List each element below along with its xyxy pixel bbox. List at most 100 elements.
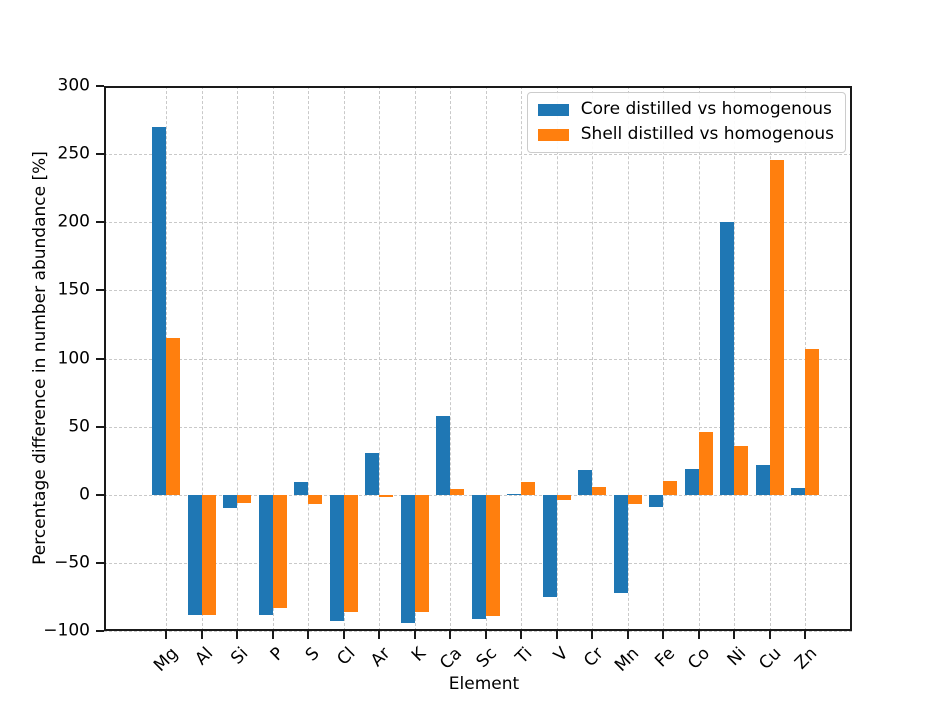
bar-shell-K: [414, 494, 429, 612]
gridline-x-Ti: [521, 86, 522, 631]
x-tick-mark-Mg: [165, 631, 167, 639]
gridline-y-300: [104, 86, 852, 87]
x-tick-label-Ca: Ca: [435, 643, 466, 674]
y-tick-label-100: 100: [57, 348, 90, 368]
bar-core-V: [542, 494, 557, 597]
bar-core-Si: [223, 494, 237, 509]
x-tick-mark-Ca: [449, 631, 451, 639]
gridline-y-150: [104, 290, 852, 292]
gridline-x-P: [272, 86, 274, 631]
y-tick-label--100: −100: [43, 620, 90, 641]
x-tick-label-V: V: [549, 643, 573, 666]
x-tick-label-Ni: Ni: [723, 643, 750, 671]
bar-core-Sc: [471, 494, 486, 619]
y-tick-label--50: −50: [54, 552, 90, 573]
x-tick-mark-Mn: [626, 631, 629, 639]
x-tick-label-Si: Si: [227, 643, 253, 669]
y-tick-mark-50: [96, 425, 104, 428]
x-tick-label-S: S: [301, 643, 324, 666]
x-tick-mark-Cu: [768, 631, 771, 639]
gridline-x-Al: [201, 86, 203, 631]
y-tick-label-50: 50: [68, 416, 90, 437]
bar-core-Ti: [507, 494, 521, 495]
x-tick-mark-Zn: [804, 631, 806, 639]
x-tick-mark-Sc: [484, 631, 487, 639]
x-tick-mark-S: [307, 631, 309, 639]
x-tick-mark-Ni: [733, 631, 735, 639]
gridline-x-Sc: [485, 86, 487, 631]
bar-shell-Cr: [592, 486, 606, 495]
gridline-x-K: [414, 86, 416, 631]
x-tick-mark-P: [271, 631, 274, 639]
x-tick-label-Cu: Cu: [755, 643, 786, 674]
y-tick-label-250: 250: [57, 143, 90, 164]
bar-shell-V: [556, 494, 571, 501]
bar-shell-Si: [237, 494, 251, 503]
x-tick-label-Sc: Sc: [472, 643, 502, 672]
x-tick-label-Ar: Ar: [367, 643, 395, 671]
legend: Core distilled vs homogenous Shell disti…: [526, 92, 846, 153]
gridline-x-Cl: [343, 86, 345, 631]
y-tick-label-200: 200: [57, 211, 90, 232]
legend-row-shell: Shell distilled vs homogenous: [537, 124, 834, 145]
gridline-x-Si: [237, 86, 238, 631]
gridline-x-S: [308, 86, 309, 631]
bar-shell-Mn: [627, 494, 642, 505]
x-tick-mark-Cl: [342, 631, 345, 639]
bar-shell-Fe: [663, 481, 677, 495]
legend-label-shell: Shell distilled vs homogenous: [580, 124, 834, 145]
gridline-x-Ca: [450, 86, 451, 631]
x-tick-label-Mg: Mg: [149, 643, 182, 676]
x-tick-label-Cr: Cr: [580, 643, 608, 672]
y-tick-label-300: 300: [57, 75, 90, 96]
x-tick-mark-Co: [697, 631, 700, 639]
bar-core-Zn: [791, 487, 805, 495]
bar-core-Ca: [436, 415, 450, 495]
bar-core-K: [400, 494, 415, 623]
bar-core-S: [294, 482, 308, 495]
y-tick-label-150: 150: [57, 279, 90, 300]
x-tick-mark-K: [413, 631, 416, 639]
bar-core-P: [258, 494, 273, 615]
bar-shell-P: [272, 494, 287, 608]
x-tick-mark-Fe: [662, 631, 664, 639]
bar-shell-Ti: [521, 482, 535, 495]
bar-shell-Ni: [734, 445, 748, 495]
x-tick-label-Cl: Cl: [333, 643, 360, 670]
x-tick-label-K: K: [408, 643, 431, 666]
gridline-x-Ni: [734, 86, 735, 631]
bar-core-Mg: [152, 126, 166, 495]
bar-core-Ni: [720, 222, 734, 495]
bar-core-Co: [684, 468, 699, 495]
bar-shell-Sc: [485, 494, 500, 616]
legend-swatch-core: [537, 103, 569, 116]
bar-shell-Mg: [166, 338, 180, 495]
x-axis-label: Element: [448, 674, 520, 694]
y-tick-mark--100: [96, 630, 104, 632]
x-tick-label-Zn: Zn: [790, 643, 821, 674]
x-tick-label-Fe: Fe: [650, 643, 679, 672]
x-tick-label-Mn: Mn: [611, 643, 644, 676]
bar-core-Cr: [578, 470, 592, 495]
y-tick-mark--50: [96, 561, 104, 564]
gridline-x-Ar: [379, 86, 380, 631]
y-tick-mark-100: [96, 357, 104, 360]
x-tick-mark-Al: [200, 631, 203, 639]
bar-core-Ar: [365, 452, 379, 495]
y-tick-mark-300: [96, 85, 104, 87]
x-tick-mark-Ar: [378, 631, 380, 639]
y-tick-mark-250: [96, 153, 104, 156]
x-tick-mark-Ti: [520, 631, 522, 639]
x-tick-mark-V: [555, 631, 558, 639]
bar-core-Al: [187, 494, 202, 615]
bar-core-Fe: [649, 494, 663, 507]
x-tick-mark-Cr: [591, 631, 593, 639]
bar-shell-Ca: [450, 489, 464, 495]
y-tick-mark-150: [96, 289, 104, 292]
gridline-y-200: [104, 222, 852, 224]
x-tick-label-Ti: Ti: [512, 643, 537, 669]
x-tick-label-Co: Co: [684, 643, 715, 674]
x-tick-label-P: P: [266, 643, 289, 665]
gridline-x-Fe: [663, 86, 664, 631]
